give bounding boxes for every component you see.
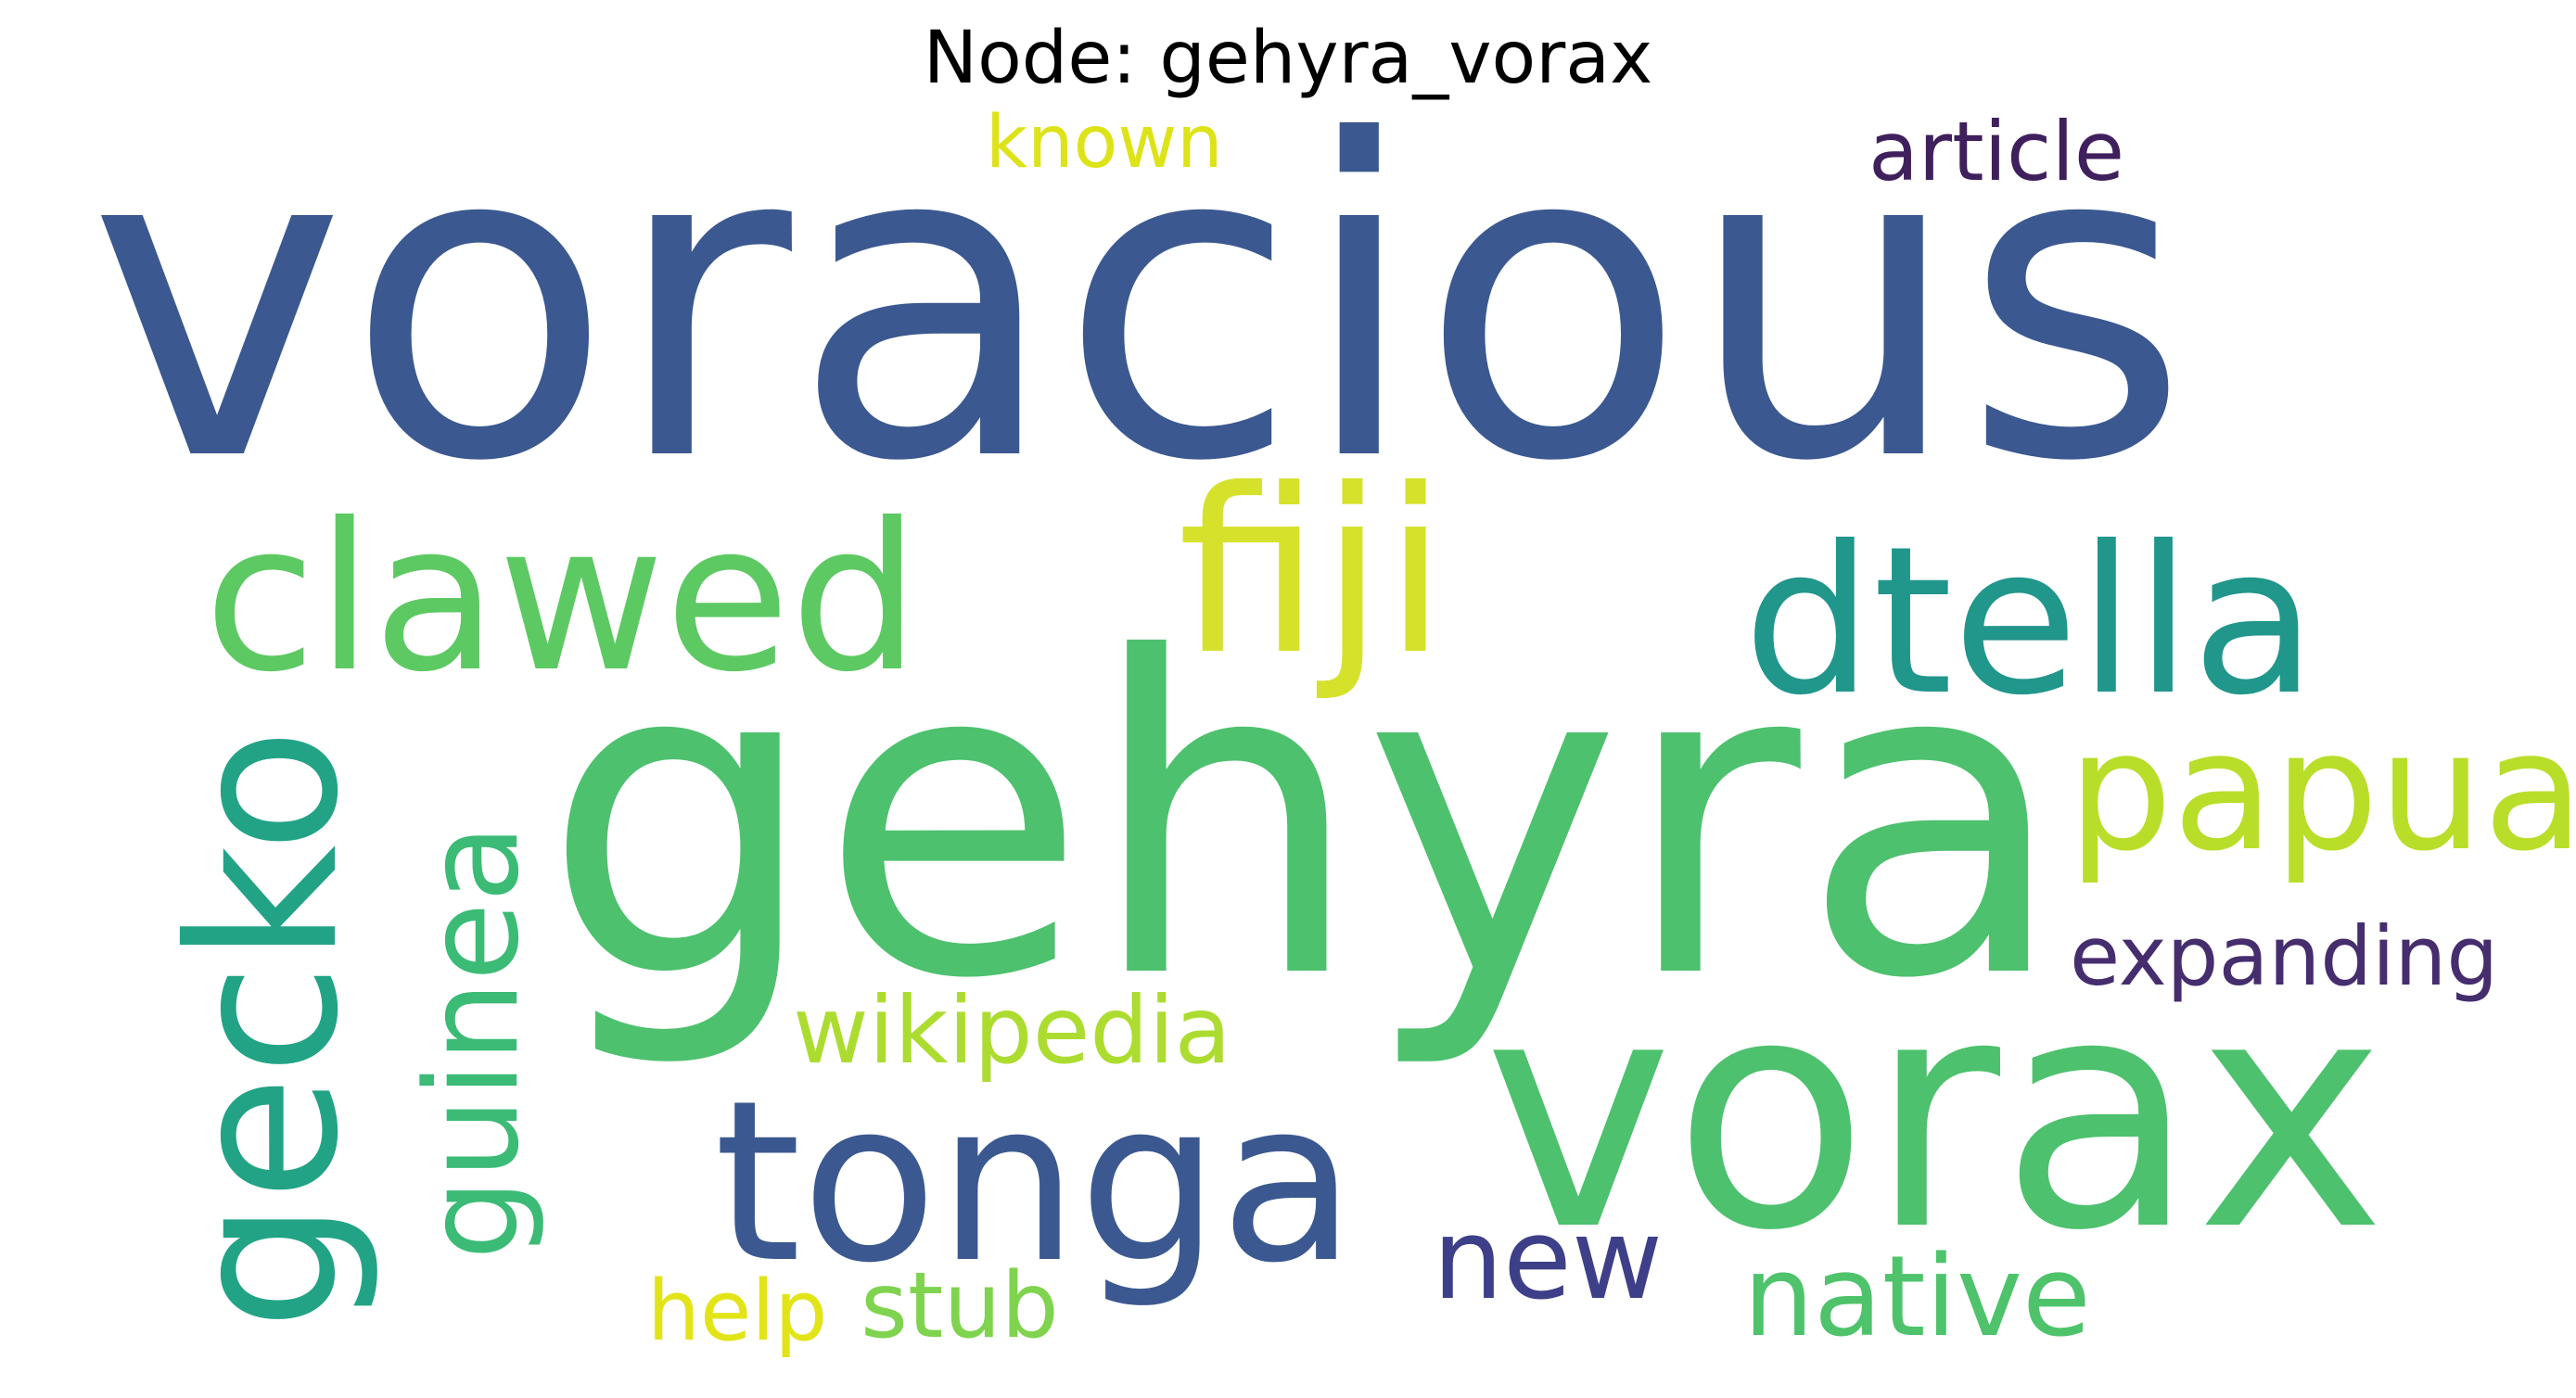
- word-dtella: dtella: [1743, 502, 2317, 740]
- word-wikipedia: wikipedia: [793, 976, 1231, 1085]
- word-known: known: [986, 101, 1223, 184]
- word-new: new: [1433, 1196, 1664, 1325]
- word-guinea: guinea: [398, 823, 548, 1261]
- word-vorax: vorax: [1484, 929, 2386, 1301]
- word-help: help: [647, 1263, 828, 1360]
- word-native: native: [1743, 1233, 2091, 1362]
- word-gehyra: gehyra: [542, 566, 2068, 1074]
- word-fiji: fiji: [1178, 440, 1447, 705]
- word-voracious: voracious: [88, 49, 2190, 556]
- word-article: article: [1868, 104, 2125, 199]
- word-stub: stub: [861, 1253, 1059, 1359]
- word-gecko: gecko: [146, 727, 384, 1331]
- figure-title: Node: gehyra_vorax: [923, 17, 1653, 100]
- word-papua: papua: [2068, 695, 2576, 887]
- word-tonga: tonga: [714, 1052, 1357, 1312]
- word-expanding: expanding: [2070, 909, 2499, 1004]
- word-clawed: clawed: [204, 479, 920, 717]
